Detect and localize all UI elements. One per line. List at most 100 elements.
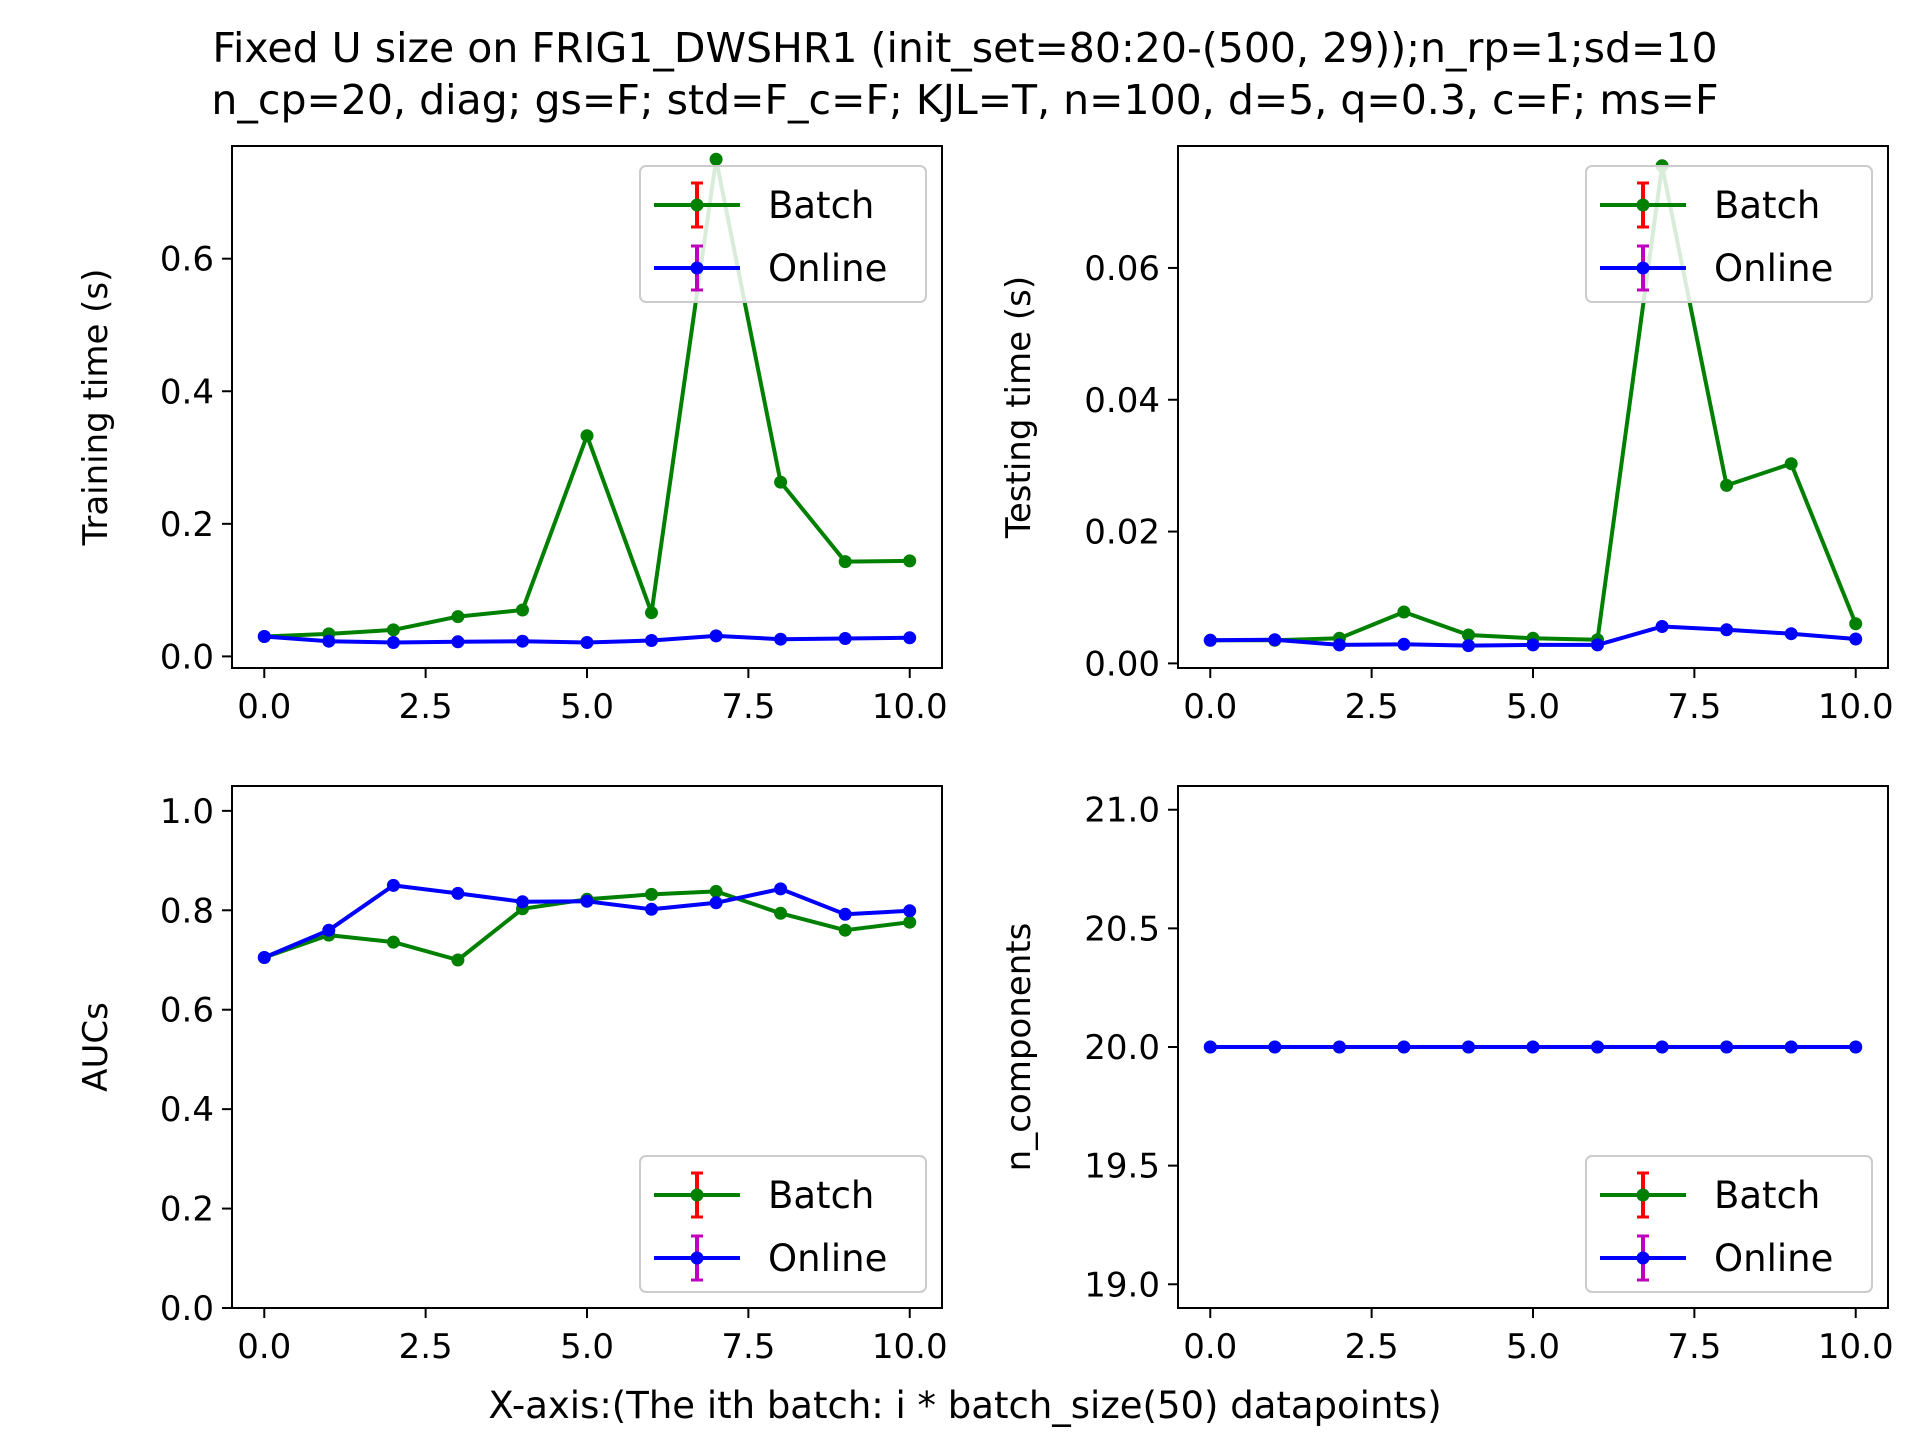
x-tick-label: 5.0 bbox=[1506, 1327, 1560, 1367]
data-point-batch bbox=[645, 888, 658, 901]
y-tick-label: 0.04 bbox=[1084, 381, 1160, 421]
data-point-online bbox=[1656, 620, 1669, 633]
y-tick-label: 0.00 bbox=[1084, 644, 1160, 684]
data-point-batch bbox=[451, 954, 464, 967]
data-point-online bbox=[1849, 1041, 1862, 1054]
data-point-online bbox=[1268, 1041, 1281, 1054]
data-point-online bbox=[710, 629, 723, 642]
data-point-online bbox=[774, 633, 787, 646]
data-point-batch bbox=[645, 606, 658, 619]
data-point-batch bbox=[774, 476, 787, 489]
data-point-online bbox=[1591, 638, 1604, 651]
data-point-online bbox=[1785, 627, 1798, 640]
legend-marker bbox=[691, 262, 704, 275]
legend-marker bbox=[1637, 1252, 1650, 1265]
y-tick-label: 20.5 bbox=[1084, 909, 1160, 949]
data-point-batch bbox=[839, 555, 852, 568]
legend: Batch Online bbox=[640, 166, 926, 302]
y-axis-label: Training time (s) bbox=[76, 269, 116, 547]
data-point-online bbox=[1268, 633, 1281, 646]
data-point-online bbox=[1849, 633, 1862, 646]
x-tick-label: 2.5 bbox=[1345, 1327, 1399, 1367]
x-tick-label: 0.0 bbox=[1183, 687, 1237, 727]
legend-marker bbox=[1637, 262, 1650, 275]
data-point-batch bbox=[1785, 457, 1798, 470]
data-point-online bbox=[322, 924, 335, 937]
x-tick-label: 2.5 bbox=[399, 1327, 453, 1367]
data-point-online bbox=[1462, 1041, 1475, 1054]
data-point-batch bbox=[387, 936, 400, 949]
y-tick-label: 20.0 bbox=[1084, 1028, 1160, 1068]
data-point-online bbox=[1204, 634, 1217, 647]
y-axis-label: AUCs bbox=[76, 1002, 116, 1092]
x-tick-label: 0.0 bbox=[237, 1327, 291, 1367]
y-tick-label: 21.0 bbox=[1084, 791, 1160, 831]
x-tick-label: 7.5 bbox=[1667, 1327, 1721, 1367]
data-point-online bbox=[645, 903, 658, 916]
legend-marker bbox=[691, 1252, 704, 1265]
y-axis-label: Testing time (s) bbox=[999, 276, 1039, 539]
data-point-online bbox=[1397, 638, 1410, 651]
y-tick-label: 0.06 bbox=[1084, 249, 1160, 289]
legend-label-online: Online bbox=[768, 247, 887, 290]
data-point-batch bbox=[710, 885, 723, 898]
data-point-online bbox=[322, 635, 335, 648]
x-tick-label: 10.0 bbox=[872, 687, 948, 727]
data-point-batch bbox=[1720, 479, 1733, 492]
legend-label-batch: Batch bbox=[1714, 184, 1820, 227]
data-point-batch bbox=[516, 604, 529, 617]
y-tick-label: 0.6 bbox=[160, 991, 214, 1031]
x-tick-label: 10.0 bbox=[1818, 1327, 1894, 1367]
data-point-online bbox=[839, 908, 852, 921]
legend: Batch Online bbox=[1586, 166, 1872, 302]
y-tick-label: 0.8 bbox=[160, 891, 214, 931]
data-point-online bbox=[516, 635, 529, 648]
legend-label-online: Online bbox=[1714, 1237, 1833, 1280]
data-point-batch bbox=[1397, 606, 1410, 619]
legend: Batch Online bbox=[640, 1156, 926, 1292]
x-tick-label: 7.5 bbox=[721, 687, 775, 727]
y-tick-label: 0.2 bbox=[160, 1190, 214, 1230]
data-point-online bbox=[581, 636, 594, 649]
x-tick-label: 5.0 bbox=[560, 687, 614, 727]
chart-title-line-1: Fixed U size on FRIG1_DWSHR1 (init_set=8… bbox=[212, 24, 1717, 72]
x-tick-label: 5.0 bbox=[1506, 687, 1560, 727]
x-tick-label: 0.0 bbox=[237, 687, 291, 727]
data-point-online bbox=[1462, 639, 1475, 652]
data-point-online bbox=[1204, 1041, 1217, 1054]
data-point-batch bbox=[774, 907, 787, 920]
x-tick-label: 5.0 bbox=[560, 1327, 614, 1367]
data-point-online bbox=[451, 887, 464, 900]
x-tick-label: 10.0 bbox=[872, 1327, 948, 1367]
data-point-online bbox=[1527, 638, 1540, 651]
legend-label-online: Online bbox=[768, 1237, 887, 1280]
data-point-online bbox=[710, 896, 723, 909]
y-tick-label: 0.02 bbox=[1084, 513, 1160, 553]
data-point-online bbox=[1720, 1041, 1733, 1054]
data-point-online bbox=[774, 882, 787, 895]
x-tick-label: 7.5 bbox=[721, 1327, 775, 1367]
y-tick-label: 19.5 bbox=[1084, 1147, 1160, 1187]
data-point-online bbox=[1333, 638, 1346, 651]
data-point-batch bbox=[839, 924, 852, 937]
y-tick-label: 0.0 bbox=[160, 637, 214, 677]
y-tick-label: 0.0 bbox=[160, 1289, 214, 1329]
data-point-batch bbox=[710, 153, 723, 166]
data-point-online bbox=[645, 634, 658, 647]
legend-marker bbox=[1637, 199, 1650, 212]
x-tick-label: 0.0 bbox=[1183, 1327, 1237, 1367]
legend-label-batch: Batch bbox=[768, 184, 874, 227]
y-tick-label: 0.2 bbox=[160, 505, 214, 545]
data-point-batch bbox=[903, 554, 916, 567]
data-point-online bbox=[903, 631, 916, 644]
data-point-batch bbox=[581, 429, 594, 442]
data-point-online bbox=[258, 630, 271, 643]
data-point-online bbox=[1333, 1041, 1346, 1054]
data-point-online bbox=[839, 632, 852, 645]
data-point-batch bbox=[903, 916, 916, 929]
data-point-online bbox=[1591, 1041, 1604, 1054]
legend: Batch Online bbox=[1586, 1156, 1872, 1292]
data-point-online bbox=[1527, 1041, 1540, 1054]
data-point-batch bbox=[451, 610, 464, 623]
x-tick-label: 10.0 bbox=[1818, 687, 1894, 727]
